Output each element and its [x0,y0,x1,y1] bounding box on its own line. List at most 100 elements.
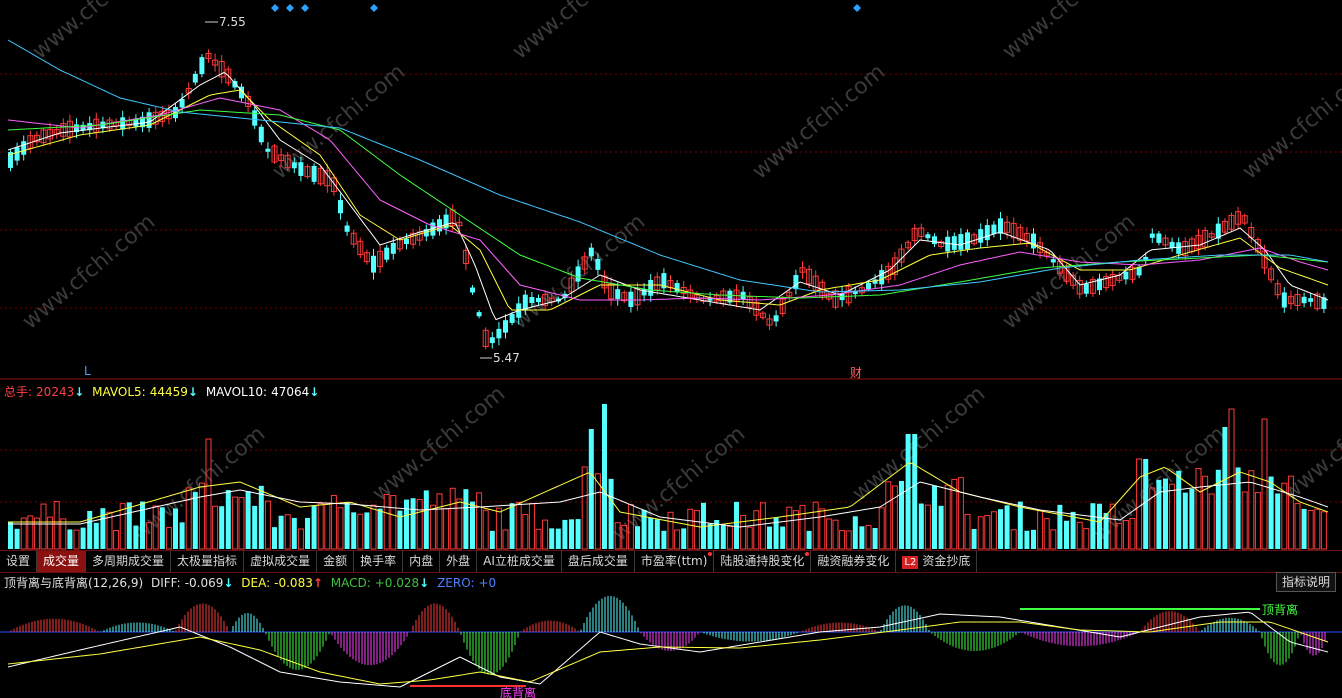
volume-bar-up [1261,418,1268,550]
tab-7[interactable]: 内盘 [403,551,441,572]
volume-bar-up [383,494,390,550]
candle-up [634,287,641,306]
volume-bar-up [449,487,456,550]
low-price-label: 5.47 [493,351,520,365]
tab-12[interactable]: 陆股通持股变化 [714,551,812,572]
volume-bar-up [726,525,733,550]
tab-9[interactable]: AI立桩成交量 [477,551,562,572]
candle-up [357,240,364,256]
volume-bar-up [20,517,27,550]
candle-down [707,297,713,301]
candle-up [542,294,549,306]
event-diamond-icon [286,4,294,12]
candlestick-chart[interactable]: www.cfchi.com www.cfchi.com www.cfchi.com w… [0,0,1342,380]
price-chart-panel[interactable]: www.cfchi.com www.cfchi.com www.cfchi.com w… [0,0,1342,380]
volume-bar-down [1176,470,1182,549]
tab-5[interactable]: 金额 [317,551,355,572]
candle-down [998,218,1003,234]
candle-down [430,222,436,236]
volume-bar-down [971,528,977,549]
volume-bar-up [53,501,60,550]
ma10-line [7,89,1329,311]
volume-bar-down [773,517,779,549]
tab-11[interactable]: 市盈率(ttm) [635,551,715,572]
candle-down [338,200,343,214]
volume-chart-panel[interactable]: www.cfchi.com www.cfchi.com www.cfchi.com w… [0,382,1342,550]
volume-bar-up [106,511,113,550]
candle-down [476,312,482,317]
candle-down [641,289,647,296]
marker-l: L [84,364,91,378]
volume-bar-up [825,518,832,550]
tab-1[interactable]: 成交量 [37,551,87,572]
candle-up [891,257,898,275]
volume-bar-up [1287,475,1294,550]
tab-6[interactable]: 换手率 [354,551,404,572]
volume-chart[interactable]: www.cfchi.com www.cfchi.com www.cfchi.com w… [0,382,1342,550]
watermark-text: www.cfchi.com [368,382,510,507]
candle-up [1195,234,1202,250]
volume-bar-up [185,487,192,550]
candle-up [1241,215,1248,224]
arrow-down-icon: ↓ [74,385,85,399]
tab-0[interactable]: 设置 [0,551,38,572]
volume-bar-down [569,519,574,549]
tab-2[interactable]: 多周期成交量 [86,551,172,572]
tab-label: 换手率 [360,554,397,568]
candle-down [265,148,271,152]
event-diamond-icon [301,4,309,12]
candle-up [152,111,159,125]
indicator-help-button[interactable]: 指标说明 [1275,572,1336,592]
watermark-text: www.cfchi.com [998,0,1140,65]
volume-bar-down [1024,530,1030,549]
candle-down [1136,266,1142,276]
volume-bar-down [509,503,515,549]
volume-bar-up [687,508,694,550]
candle-up [482,329,489,348]
candle-down [852,290,858,295]
watermark-text: www.cfchi.com [1278,382,1342,507]
volume-bar-up [674,529,681,550]
candle-down [1169,241,1175,248]
watermark-text: www.cfchi.com [18,209,160,334]
volume-bar-down [1103,512,1109,549]
event-diamond-icon [853,4,861,12]
volume-bar-down [80,527,86,549]
watermark-text: www.cfchi.com [848,382,990,507]
volume-bar-up [990,511,997,550]
volume-bar-up [443,508,450,550]
candle-up [1017,227,1024,241]
candle-up [1063,266,1070,282]
mavol10-line [8,481,1329,528]
candle-down [932,236,937,245]
volume-bar-down [608,478,614,549]
tab-4[interactable]: 虚拟成交量 [244,551,318,572]
volume-bar-down [1143,459,1149,549]
macd-chart-panel[interactable]: 顶背离 底背离 顶背离与底背离(12,26,9) DIFF: -0.069↓ DEA… [0,572,1342,698]
volume-bar-down [635,526,640,549]
candle-down [298,162,304,176]
volume-bar-up [1076,521,1083,550]
volume-bar-down [1057,504,1063,549]
volume-bar-up [1195,467,1202,550]
l2-badge: L2 [902,556,919,569]
volume-bar-up [1109,503,1116,550]
candle-up [812,275,819,291]
volume-bar-down [311,506,317,549]
tab-14[interactable]: L2 资金抄底 [896,551,978,572]
volume-bar-up [944,484,951,550]
candle-up [396,238,403,250]
tab-10[interactable]: 盘后成交量 [562,551,635,572]
volume-bar-up [429,504,436,550]
tab-8[interactable]: 外盘 [440,551,478,572]
volume-total-value: 20243 [36,385,75,399]
arrow-down-icon: ↓ [223,576,234,590]
volume-bar-down [938,505,944,549]
candle-down [503,320,508,333]
candle-down [595,258,601,270]
candle-up [1314,293,1321,310]
tab-13[interactable]: 融资融券变化 [811,551,897,572]
volume-bar-down [549,528,555,549]
tab-3[interactable]: 太极量指标 [171,551,245,572]
